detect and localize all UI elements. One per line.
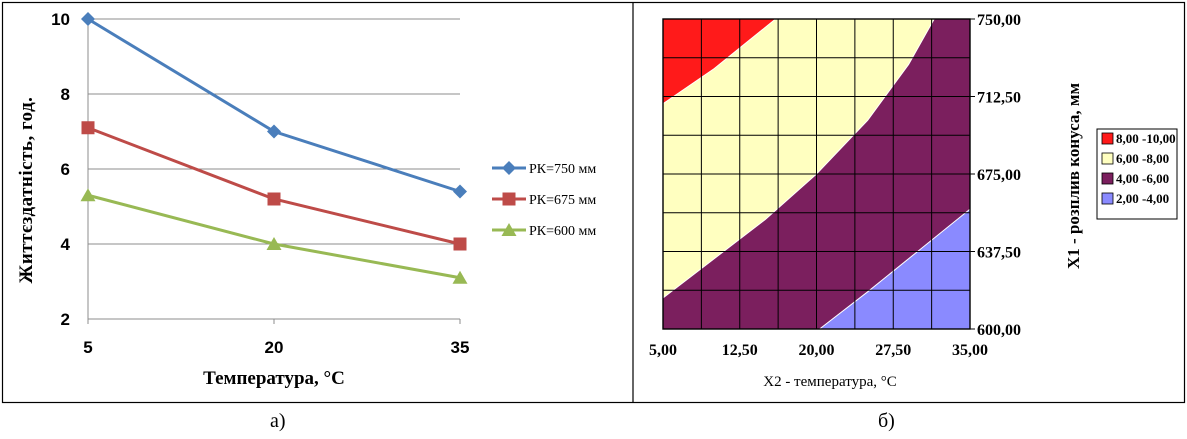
legend-label: 2,00 -4,00 xyxy=(1116,191,1169,206)
legend-label: РК=600 мм xyxy=(529,224,596,239)
x-axis-title: Температура, °С xyxy=(203,368,345,389)
series-line xyxy=(87,17,461,193)
legend-label: РК=675 мм xyxy=(529,193,596,208)
x-axis-title: X2 - температура, °С xyxy=(763,374,897,390)
contour-line xyxy=(663,19,776,105)
y-tick-label: 600,00 xyxy=(977,322,1021,339)
region-2-4 xyxy=(819,209,970,329)
series-2 xyxy=(81,121,467,251)
legend-swatch xyxy=(1101,192,1114,205)
region-6-8 xyxy=(663,19,935,298)
region-8-10 xyxy=(663,19,776,104)
y-tick-label: 750,00 xyxy=(977,12,1021,29)
y-tick-label: 8 xyxy=(61,85,70,104)
legend-label: 6,00 -8,00 xyxy=(1116,151,1169,166)
y-tick-label: 10 xyxy=(51,10,70,29)
legend-marker xyxy=(501,223,517,236)
x-tick-label: 12,50 xyxy=(722,342,758,359)
y-tick-label: 712,50 xyxy=(977,90,1021,107)
series-line xyxy=(87,193,461,280)
data-point xyxy=(81,121,95,135)
legend-label: 8,00 -10,00 xyxy=(1116,131,1176,146)
y-tick-label: 2 xyxy=(61,310,70,329)
y-tick-label: 6 xyxy=(61,160,70,179)
data-point xyxy=(453,184,467,199)
y-tick-label: 637,50 xyxy=(977,245,1021,262)
y-tick-label: 675,00 xyxy=(977,167,1021,184)
contour-legend: 8,00 -10,00 6,00 -8,00 4,00 -6,00 2,00 -4,0… xyxy=(1096,128,1178,220)
y-tick-label: 4 xyxy=(61,235,71,254)
data-point xyxy=(267,192,281,206)
legend-label: 4,00 -6,00 xyxy=(1116,171,1169,186)
x-tick-label: 35,00 xyxy=(952,342,988,359)
x-tick-label: 5 xyxy=(83,338,92,357)
legend-swatch xyxy=(1101,132,1114,145)
line-chart: 2 4 6 8 10 5 20 35 Температура, °С Життєздатність… xyxy=(16,10,596,389)
legend-marker xyxy=(502,192,516,206)
line-chart-legend: РК=750 мм РК=675 мм РК=600 мм xyxy=(492,161,596,239)
x-tick-label: 35 xyxy=(451,338,470,357)
data-point xyxy=(266,237,282,250)
legend-label: РК=750 мм xyxy=(529,162,596,177)
x-tick-label: 20,00 xyxy=(799,342,835,359)
y-axis-title: Життєздатність, год. xyxy=(16,97,37,284)
data-point xyxy=(453,237,467,251)
contour-chart: 5,00 12,50 20,00 27,50 35,00 600,00 637,50 675,… xyxy=(649,12,1178,390)
panel-a-caption: а) xyxy=(270,410,286,432)
x-tick-label: 27,50 xyxy=(875,342,911,359)
data-point xyxy=(80,188,96,202)
legend-swatch xyxy=(1101,152,1114,165)
panel-b-caption: б) xyxy=(878,410,895,432)
legend-marker xyxy=(502,161,516,175)
data-point xyxy=(267,124,281,139)
data-point xyxy=(452,270,468,284)
data-point xyxy=(81,12,95,26)
legend-swatch xyxy=(1101,172,1114,185)
series-1 xyxy=(81,12,467,199)
x-tick-label: 5,00 xyxy=(649,342,677,359)
series-3 xyxy=(80,188,468,284)
y-axis-title: X1 - розплив конуса, мм xyxy=(1064,83,1083,269)
series-line xyxy=(87,126,461,246)
x-tick-label: 20 xyxy=(265,338,284,357)
figure-frame xyxy=(1,1,1186,404)
